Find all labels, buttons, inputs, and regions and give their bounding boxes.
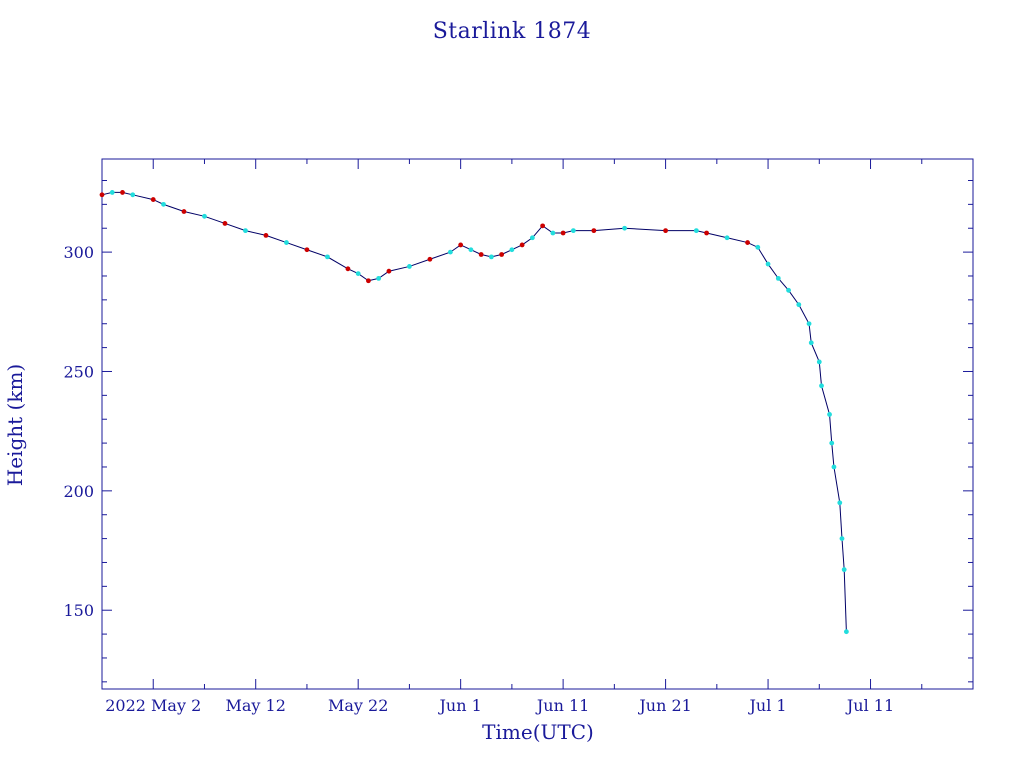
data-point [808, 340, 814, 346]
data-point [775, 275, 781, 281]
data-point [560, 230, 566, 236]
x-tick-label: Jul 1 [748, 696, 787, 715]
data-point [540, 223, 546, 229]
x-tick-label: Jun 21 [637, 696, 691, 715]
data-point [427, 256, 433, 262]
data-point [570, 228, 576, 234]
data-point [407, 264, 412, 269]
data-point [304, 247, 310, 253]
data-point [622, 225, 627, 231]
data-point [550, 230, 556, 236]
data-point [478, 252, 484, 257]
data-point [724, 235, 730, 241]
data-point [839, 536, 845, 541]
x-tick-label: 2022 May 2 [105, 696, 201, 715]
data-point [786, 287, 791, 293]
data-point [488, 254, 494, 260]
tick-labels: 2022 May 2 May 12 May 22 Jun 1 Jun 11 Jun 21 J… [63, 243, 894, 715]
y-tick-label: 300 [63, 243, 94, 262]
data-point [468, 247, 474, 253]
data-point [243, 228, 248, 234]
data-point [843, 629, 849, 635]
data-point [120, 190, 125, 195]
x-tick-label: Jul 11 [845, 696, 894, 715]
data-point [263, 232, 269, 238]
data-point [745, 240, 750, 245]
plot-frame [101, 158, 974, 690]
data-point [284, 240, 289, 245]
data-point [499, 252, 505, 257]
chart-title: Starlink 1874 [433, 19, 592, 44]
axis-ticks [101, 159, 974, 689]
data-point [806, 321, 812, 327]
data-point [591, 228, 597, 234]
data-point [693, 228, 699, 234]
x-axis-label: Time(UTC) [482, 720, 594, 744]
data-point [755, 244, 761, 250]
data-point [816, 359, 822, 365]
height-series-line [101, 191, 847, 632]
data-point [386, 268, 392, 274]
data-point [181, 209, 187, 214]
data-point [829, 440, 835, 446]
data-point [529, 235, 535, 241]
x-tick-label: May 22 [328, 696, 388, 715]
y-tick-label: 200 [63, 482, 94, 501]
data-point [458, 242, 464, 248]
data-point [509, 247, 515, 253]
data-point [130, 192, 136, 198]
data-point [161, 201, 166, 207]
data-point [109, 190, 115, 195]
data-point [519, 242, 525, 248]
data-point [796, 302, 802, 308]
data-point [827, 412, 832, 417]
data-points [99, 190, 849, 635]
x-tick-label: Jun 11 [535, 696, 589, 715]
data-point [376, 275, 382, 281]
data-point [345, 266, 351, 272]
y-tick-label: 150 [63, 601, 94, 620]
data-point [99, 192, 105, 198]
data-point [150, 197, 156, 202]
y-axis-label: Height (km) [3, 364, 27, 486]
data-point [448, 249, 453, 255]
data-point [819, 383, 824, 389]
data-point [325, 254, 330, 260]
data-point [765, 261, 771, 267]
x-tick-label: May 12 [226, 696, 286, 715]
data-point [831, 464, 837, 470]
data-point [663, 228, 668, 234]
data-point [355, 271, 361, 276]
y-tick-label: 250 [63, 362, 94, 381]
data-point [202, 213, 207, 219]
data-point [704, 230, 709, 236]
data-point [837, 500, 843, 506]
data-point [841, 567, 847, 573]
data-point [366, 278, 371, 284]
data-point [222, 221, 228, 226]
x-tick-label: Jun 1 [437, 696, 481, 715]
